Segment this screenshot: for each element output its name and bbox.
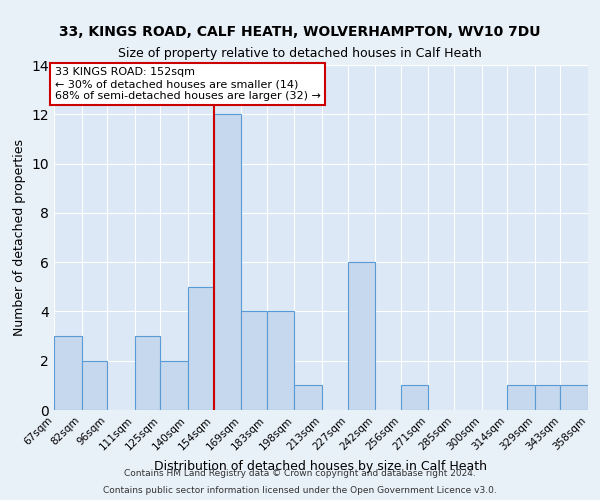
X-axis label: Distribution of detached houses by size in Calf Heath: Distribution of detached houses by size … [155, 460, 487, 473]
Text: 33 KINGS ROAD: 152sqm
← 30% of detached houses are smaller (14)
68% of semi-deta: 33 KINGS ROAD: 152sqm ← 30% of detached … [55, 68, 321, 100]
Bar [401, 386, 428, 410]
Bar [54, 336, 82, 410]
Bar [347, 262, 375, 410]
Text: 33, KINGS ROAD, CALF HEATH, WOLVERHAMPTON, WV10 7DU: 33, KINGS ROAD, CALF HEATH, WOLVERHAMPTO… [59, 25, 541, 39]
Bar [188, 287, 214, 410]
Bar [160, 360, 188, 410]
Text: Contains HM Land Registry data © Crown copyright and database right 2024.: Contains HM Land Registry data © Crown c… [124, 468, 476, 477]
Bar [295, 386, 322, 410]
Bar [507, 386, 535, 410]
Bar [214, 114, 241, 410]
Bar [267, 312, 295, 410]
Bar [241, 312, 267, 410]
Bar [535, 386, 560, 410]
Text: Contains public sector information licensed under the Open Government Licence v3: Contains public sector information licen… [103, 486, 497, 495]
Text: Size of property relative to detached houses in Calf Heath: Size of property relative to detached ho… [118, 48, 482, 60]
Y-axis label: Number of detached properties: Number of detached properties [13, 139, 26, 336]
Bar [135, 336, 160, 410]
Bar [560, 386, 588, 410]
Bar [82, 360, 107, 410]
